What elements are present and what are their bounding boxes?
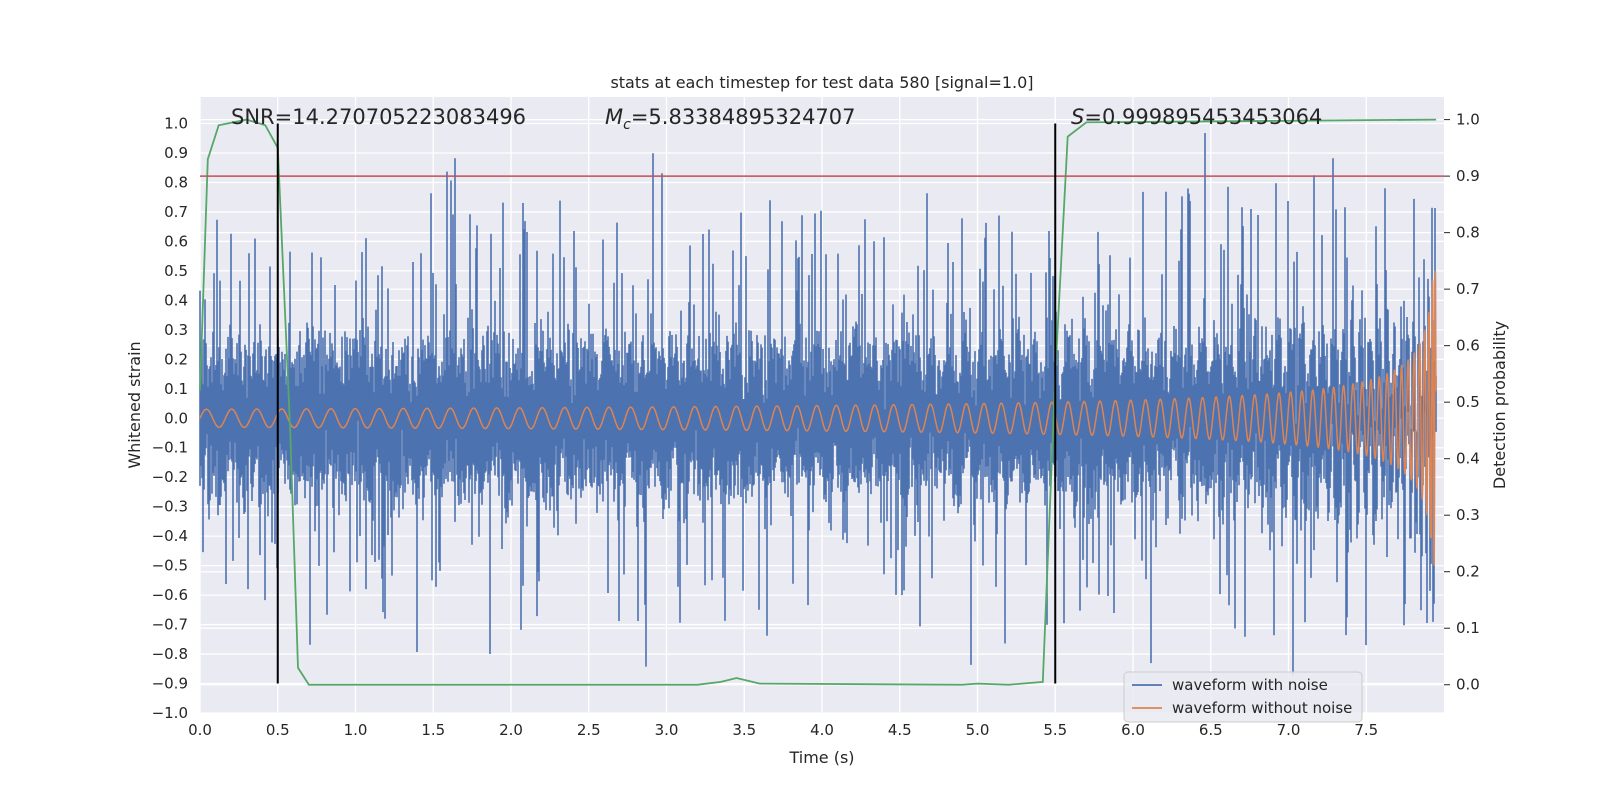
markers — [200, 123, 1444, 684]
y-right-tick-label: 0.8 — [1456, 224, 1480, 242]
clean-waveform-line — [199, 270, 1437, 566]
y-tick-label: −0.3 — [152, 498, 188, 516]
x-tick-label: 6.5 — [1199, 721, 1223, 739]
chirp-mass-annotation: Mc=5.83384895324707 — [605, 105, 856, 133]
x-tick-label: 7.0 — [1277, 721, 1301, 739]
x-tick-label: 1.0 — [344, 721, 368, 739]
y-tick-label: −0.9 — [152, 675, 188, 693]
s-value: =0.999895453453064 — [1084, 105, 1322, 129]
x-tick-label: 3.5 — [732, 721, 756, 739]
legend-box — [1123, 671, 1363, 723]
x-tick-label: 5.0 — [966, 721, 990, 739]
legend-label-clean: waveform without noise — [1172, 699, 1352, 717]
x-tick-label: 6.0 — [1121, 721, 1145, 739]
y-tick-label: 1.0 — [164, 115, 188, 133]
y-right-tick-label: 0.4 — [1456, 450, 1480, 468]
y-right-tick-label: 0.7 — [1456, 280, 1480, 298]
y-right-tick-label: 0.6 — [1456, 337, 1480, 355]
x-tick-label: 0.5 — [266, 721, 290, 739]
y-tick-label: 0.8 — [164, 173, 188, 191]
legend: waveform with noise waveform without noi… — [1123, 671, 1363, 723]
y-tick-label: −0.4 — [152, 527, 188, 545]
mc-subscript: c — [623, 117, 631, 133]
x-tick-label: 2.5 — [577, 721, 601, 739]
y-tick-label: 0.1 — [164, 380, 188, 398]
y-tick-label: 0.7 — [164, 203, 188, 221]
x-tick-label: 7.5 — [1354, 721, 1378, 739]
y-tick-label: −0.2 — [152, 468, 188, 486]
y-tick-label: 0.0 — [164, 409, 188, 427]
y-axis-label: Whitened strain — [125, 341, 144, 468]
s-symbol: S — [1071, 105, 1084, 129]
y-tick-label: 0.2 — [164, 350, 188, 368]
y-right-tick-label: 0.0 — [1456, 676, 1480, 694]
axes: 0.0 0.5 1.0 1.5 2.0 2.5 3.0 3.5 4.0 4.5 5.0 5.5 6.0 6… — [152, 111, 1480, 739]
y-right-tick-label: 0.3 — [1456, 506, 1480, 524]
detection-probability-line — [199, 118, 1437, 686]
y-tick-label: 0.5 — [164, 262, 188, 280]
y-right-tick-label: 0.1 — [1456, 619, 1480, 637]
x-tick-label: 4.5 — [888, 721, 912, 739]
detection-probability-series — [199, 118, 1437, 686]
score-annotation: S=0.999895453453064 — [1071, 105, 1322, 129]
y-right-tick-label: 0.2 — [1456, 563, 1480, 581]
chart-title: stats at each timestep for test data 580… — [610, 73, 1033, 92]
y-tick-label: 0.6 — [164, 232, 188, 250]
legend-label-noise: waveform with noise — [1172, 676, 1328, 694]
y-tick-label: −1.0 — [152, 704, 188, 722]
y-right-tick-label: 0.9 — [1456, 167, 1480, 185]
y-tick-label: −0.8 — [152, 645, 188, 663]
x-axis-label: Time (s) — [788, 748, 854, 767]
y-right-tick-label: 1.0 — [1456, 111, 1480, 129]
y-tick-label: 0.9 — [164, 144, 188, 162]
y-tick-label: 0.4 — [164, 291, 188, 309]
snr-annotation: SNR=14.270705223083496 — [231, 105, 526, 129]
y-axis-right-label: Detection probability — [1490, 321, 1509, 489]
y-tick-label: −0.7 — [152, 616, 188, 634]
x-tick-label: 0.0 — [188, 721, 212, 739]
y-tick-label: −0.6 — [152, 586, 188, 604]
y-tick-label: 0.3 — [164, 321, 188, 339]
x-tick-label: 5.5 — [1043, 721, 1067, 739]
mc-value: =5.83384895324707 — [631, 105, 856, 129]
y-tick-label: −0.1 — [152, 439, 188, 457]
x-tick-label: 4.0 — [810, 721, 834, 739]
clean-waveform-series — [199, 270, 1437, 566]
y-tick-label: −0.5 — [152, 557, 188, 575]
y-right-tick-label: 0.5 — [1456, 393, 1480, 411]
mc-symbol: M — [605, 105, 623, 129]
x-tick-label: 1.5 — [421, 721, 445, 739]
x-tick-label: 2.0 — [499, 721, 523, 739]
x-tick-label: 3.0 — [655, 721, 679, 739]
